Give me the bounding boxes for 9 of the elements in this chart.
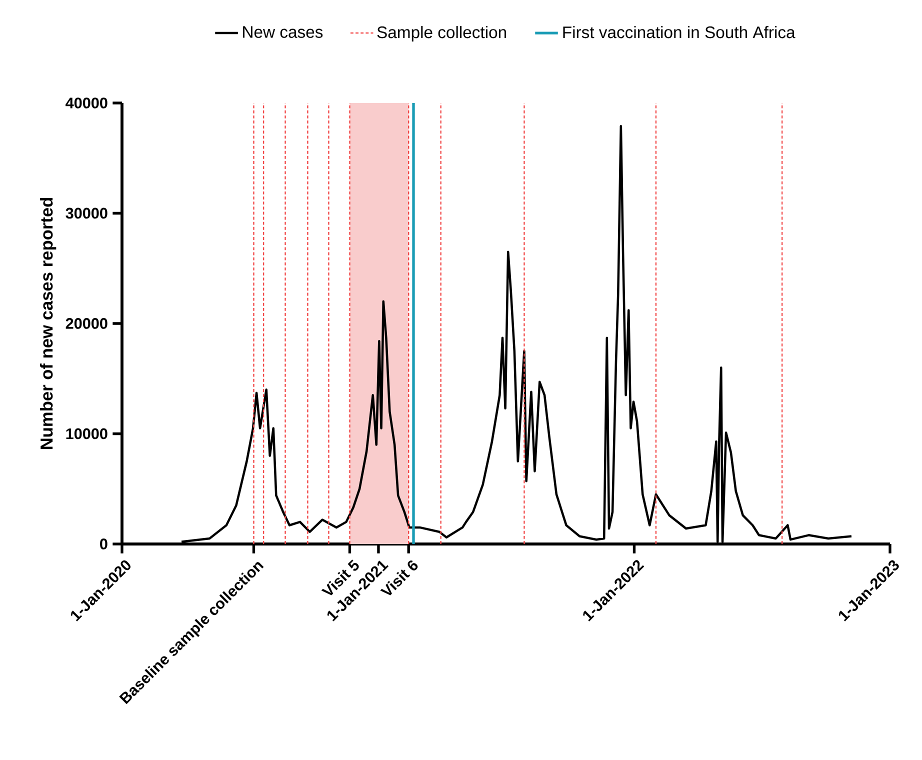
y-tick-label: 40000 xyxy=(66,98,108,108)
y-axis-title: Number of new cases reported xyxy=(40,198,56,450)
y-tick-label: 30000 xyxy=(66,208,108,219)
y-tick-label: 0 xyxy=(100,538,108,550)
legend-label: First vaccination in South Africa xyxy=(563,26,796,38)
y-tick-label: 20000 xyxy=(66,318,108,329)
y-tick-label: 10000 xyxy=(66,428,108,440)
legend-label: Sample collection xyxy=(377,26,506,42)
legend-label: New cases xyxy=(243,26,323,38)
